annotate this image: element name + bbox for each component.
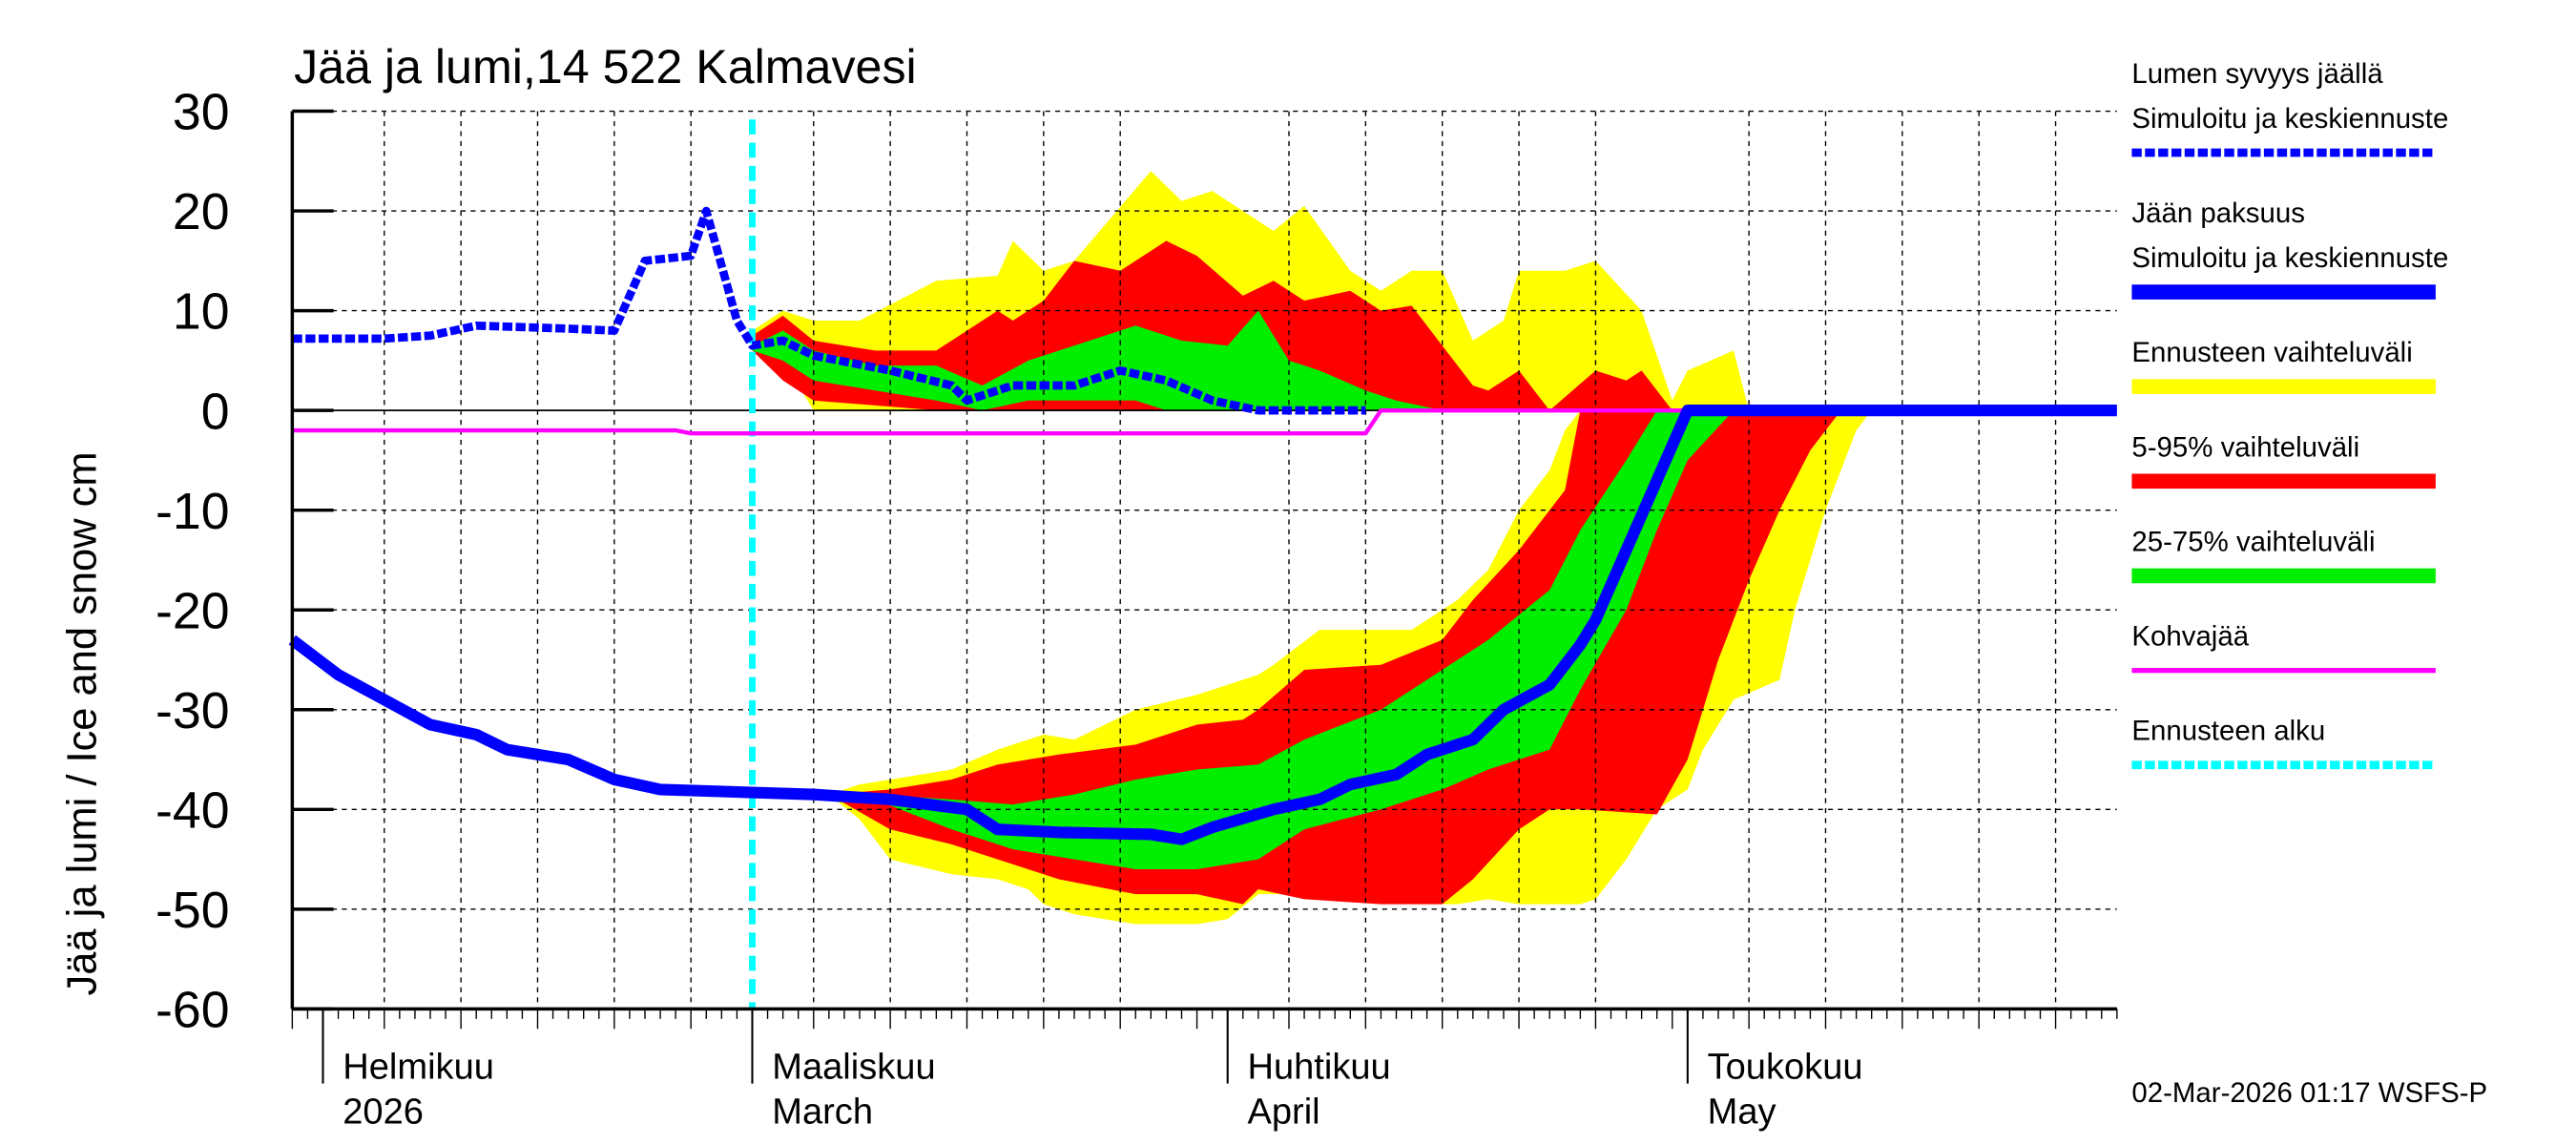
band-snow-2 — [752, 310, 1443, 411]
month-sublabel: May — [1708, 1091, 1776, 1132]
month-sublabel: 2026 — [343, 1091, 424, 1132]
y-tick-label: 30 — [173, 84, 230, 141]
legend-label: Lumen syvyys jäällä — [2131, 58, 2383, 90]
y-tick-label: -10 — [156, 483, 230, 540]
band-ice-5 — [875, 410, 1735, 870]
legend-label: Ennusteen vaihteluväli — [2131, 337, 2412, 368]
ice-thickness-line — [288, 405, 2117, 845]
y-axis-label: Jää ja lumi / Ice and snow cm — [59, 451, 105, 995]
snow-depth-line — [292, 206, 1366, 415]
month-sublabel: April — [1247, 1091, 1319, 1132]
month-label: Toukokuu — [1708, 1046, 1863, 1087]
y-tick-label: -50 — [156, 882, 230, 939]
y-tick-label: 20 — [173, 183, 230, 240]
y-tick-label: -20 — [156, 582, 230, 639]
legend-label: Simuloitu ja keskiennuste — [2131, 242, 2448, 274]
month-label: Maaliskuu — [772, 1046, 935, 1087]
month-sublabel: March — [772, 1091, 873, 1132]
legend-label: 5-95% vaihteluväli — [2131, 431, 2359, 463]
footer-timestamp: 02-Mar-2026 01:17 WSFS-P — [2131, 1077, 2487, 1109]
month-label: Huhtikuu — [1247, 1046, 1390, 1087]
legend: Lumen syvyys jäällä Simuloitu ja keskienn… — [2131, 58, 2448, 770]
legend-label: 25-75% vaihteluväli — [2131, 526, 2375, 557]
y-tick-label: -60 — [156, 981, 230, 1038]
y-tick-label: 10 — [173, 283, 230, 341]
series-lines — [288, 119, 2117, 1010]
legend-label: Simuloitu ja keskiennuste — [2131, 103, 2448, 135]
chart-title: Jää ja lumi,14 522 Kalmavesi — [294, 39, 917, 94]
legend-label: Kohvajää — [2131, 620, 2249, 652]
slush-ice-line — [292, 407, 2117, 436]
y-tick-label: 0 — [201, 383, 230, 440]
legend-label: Jään paksuus — [2131, 198, 2305, 229]
y-tick-label: -40 — [156, 781, 230, 839]
legend-label: Ennusteen alku — [2131, 716, 2325, 747]
forecast-bands — [752, 171, 1872, 925]
band-snow-1 — [752, 240, 1672, 411]
y-tick-label: -30 — [156, 682, 230, 739]
month-label: Helmikuu — [343, 1046, 494, 1087]
